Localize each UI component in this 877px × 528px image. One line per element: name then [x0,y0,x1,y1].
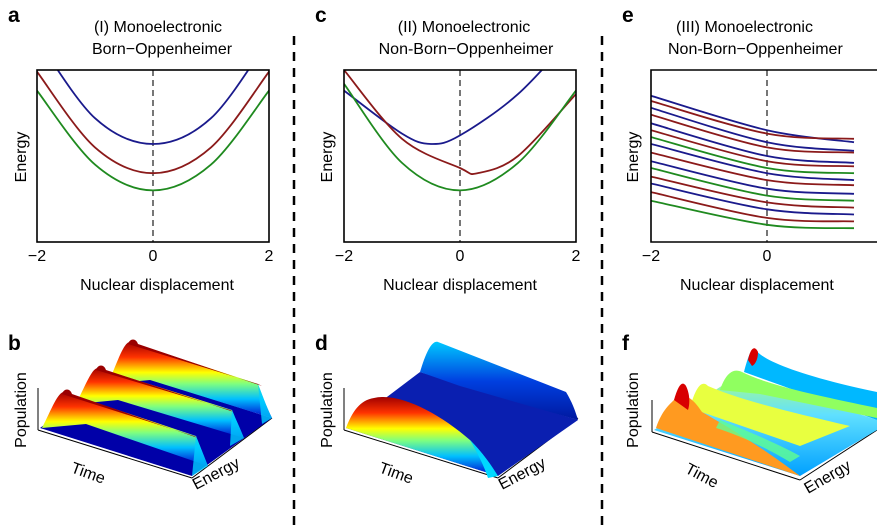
energy-curve [651,191,855,223]
energy-curve [651,143,855,181]
ridge-side [192,436,208,476]
energy-curve [651,160,855,195]
energy-curve [344,70,576,175]
energy-curve [651,94,855,144]
panel-c: c (II) Monoelectronic Non-Born−Oppenheim… [315,4,554,294]
panel-title-c-line1: (II) Monoelectronic [398,19,531,36]
plot-frame [650,69,877,243]
panel-title-e-line2: Non-Born−Oppenheimer [668,41,843,58]
ridge-side [470,440,498,478]
x-tick-label: 0 [456,248,465,265]
panel-f: f Population Time Energy [622,332,877,497]
ridge [42,392,208,466]
panel-title-e-line1: (III) Monoelectronic [676,19,813,36]
ridge-top [128,339,262,386]
x-tick-label: −2 [28,248,46,265]
energy-curve [344,70,544,145]
x-axis-label-b: Time [69,460,108,488]
panel-e: e (III) Monoelectronic Non-Born−Oppenhei… [622,4,843,294]
ridge-peak [674,383,690,410]
plot-frame [343,69,577,243]
surface-d [343,341,579,479]
ridge [346,397,498,476]
x-axis-label-a: Nuclear displacement [80,277,234,294]
x-tick-label: 2 [572,248,581,265]
line-plot-a: −2 0 2 [28,69,274,265]
x-axis-label-e: Nuclear displacement [680,277,834,294]
line-plot-c: −2 0 2 [335,69,581,265]
energy-curve [651,151,855,187]
energy-curve [651,129,855,168]
y-axis-label-a: Energy [13,132,30,183]
surface-f [651,348,877,481]
x-tick-label: 0 [763,248,772,265]
energy-curve [651,106,855,152]
ridge [76,368,244,438]
x-axis-label-c: Nuclear displacement [383,277,537,294]
panel-title-c-line2: Non-Born−Oppenheimer [379,41,554,58]
panel-title-a-line1: (I) Monoelectronic [94,19,222,36]
panel-letter-b: b [8,332,21,355]
ridge-top [62,389,198,438]
energy-curve [651,175,855,209]
energy-curve [651,113,855,154]
energy-curve [651,122,855,164]
curve-group [651,94,855,230]
energy-curve [651,100,855,140]
x-tick-label: 0 [149,248,158,265]
curve-group [344,70,576,192]
energy-curve [56,70,250,145]
panel-letter-c: c [315,4,327,27]
axis-line [651,431,801,481]
energy-curve [344,83,576,192]
y-axis-label-e: Energy [625,132,642,183]
ridge [420,341,578,420]
ridge-accent [716,420,800,462]
line-plot-e: −2 0 [642,69,877,265]
z-axis-label-f: Population [625,372,642,448]
energy-curve [37,71,269,175]
energy-curve [37,90,269,192]
x-tick-label: −2 [335,248,353,265]
ridge [656,395,800,476]
panel-a: a (I) Monoelectronic Born−Oppenheimer En… [8,4,234,294]
y-axis-label-c: Energy [319,132,336,183]
surface-b [37,339,273,479]
ridge-side [258,384,272,424]
x-axis-label-f: Time [682,461,721,492]
panel-b: b Population Time Energy [8,332,273,494]
axis-line [191,417,273,479]
energy-curve [651,167,855,202]
ridge [108,342,272,418]
ridge-peak [748,348,758,366]
x-axis-label-d: Time [377,460,416,488]
axis-line [799,429,877,481]
panel-letter-d: d [315,332,328,355]
panel-letter-e: e [622,4,634,27]
ridge [720,370,877,418]
z-axis-label-d: Population [319,372,336,448]
energy-curve [651,136,855,175]
ridge-top [96,365,234,412]
ridge-side [230,410,244,446]
axis-line [343,429,499,479]
panel-d: d Population Time Energy [315,332,579,494]
surface-base [346,372,578,476]
axis-line [37,429,193,479]
x-tick-label: 2 [265,248,274,265]
curve-group [37,70,269,192]
panel-title-a-line2: Born−Oppenheimer [92,41,233,58]
energy-curve [651,199,855,230]
x-tick-label: −2 [642,248,660,265]
panel-letter-a: a [8,4,20,27]
ridge [690,383,850,446]
plot-frame [36,69,270,243]
energy-curve [651,182,855,216]
panel-letter-f: f [622,332,630,355]
z-axis-label-b: Population [13,372,30,448]
